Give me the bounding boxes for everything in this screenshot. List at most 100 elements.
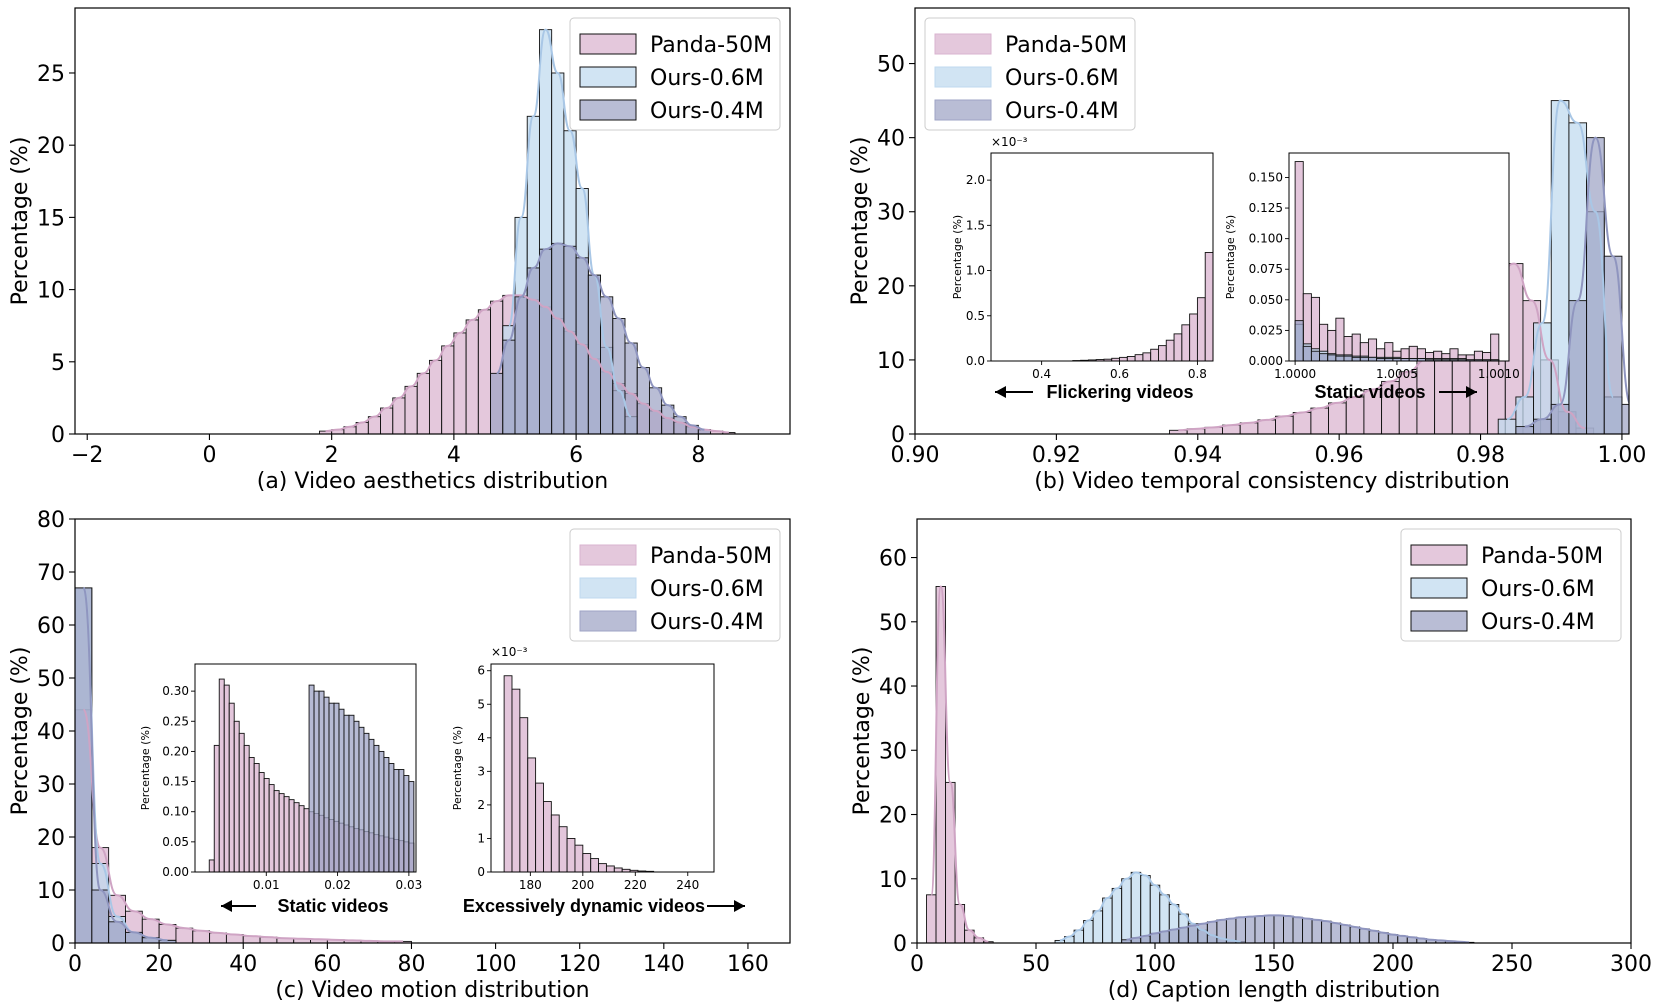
histogram-bar bbox=[278, 793, 285, 872]
histogram-bar bbox=[1275, 415, 1294, 434]
y-axis-label: Percentage (%) bbox=[850, 647, 875, 816]
legend-label: Panda-50M bbox=[650, 33, 772, 58]
inset-plot-area bbox=[1072, 161, 1213, 361]
arrow-head-icon bbox=[1466, 386, 1477, 398]
inset-x-tick-label: 0.8 bbox=[1188, 367, 1207, 381]
histogram-bar bbox=[1168, 929, 1180, 943]
histogram-bar bbox=[1257, 419, 1276, 434]
histogram-bar bbox=[1178, 927, 1189, 943]
x-tick-label: 8 bbox=[691, 443, 705, 468]
y-tick-label: 50 bbox=[877, 53, 905, 78]
y-tick-label: 40 bbox=[877, 127, 905, 152]
inset-x-tick-label: 180 bbox=[519, 878, 542, 892]
histogram-bar bbox=[511, 688, 521, 872]
arrow-head-icon bbox=[734, 900, 745, 912]
histogram-bar bbox=[1340, 924, 1351, 943]
histogram-bar bbox=[574, 844, 584, 872]
x-tick-label: 4 bbox=[447, 443, 461, 468]
y-tick-label: 50 bbox=[37, 667, 65, 692]
histogram-bar bbox=[558, 826, 568, 872]
histogram-bar bbox=[358, 726, 365, 872]
y-tick-label: 30 bbox=[879, 739, 907, 764]
histogram-bar bbox=[1158, 345, 1167, 361]
histogram-bar bbox=[208, 859, 215, 872]
histogram-bar bbox=[1378, 932, 1389, 943]
x-tick-label: 1.00 bbox=[1597, 443, 1646, 468]
legend-label: Ours-0.4M bbox=[650, 99, 764, 124]
histogram-bar bbox=[1497, 418, 1517, 434]
series-panda-50m bbox=[1294, 161, 1500, 361]
histogram-bar bbox=[1119, 356, 1128, 361]
legend-swatch bbox=[579, 33, 637, 55]
histogram-bar bbox=[192, 930, 211, 943]
histogram-bar bbox=[218, 678, 225, 872]
x-tick-label: 200 bbox=[1372, 952, 1414, 977]
inset-chart-4: 180 200 220 240 0 1 2 3 4 5 6 Percentage (%) ×10⁻³ Ex… bbox=[451, 645, 745, 916]
inset-exponent: ×10⁻³ bbox=[991, 135, 1028, 149]
inset-x-tick-label: 0.4 bbox=[1032, 367, 1051, 381]
histogram-bar bbox=[1319, 353, 1329, 361]
legend-swatch bbox=[1410, 544, 1468, 566]
plot-area bbox=[75, 586, 412, 943]
histogram-bar bbox=[1292, 916, 1304, 943]
histogram-bar bbox=[298, 805, 305, 872]
histogram-bar bbox=[378, 750, 385, 872]
histogram-bar bbox=[308, 684, 315, 872]
y-tick-label: 10 bbox=[877, 349, 905, 374]
histogram-bar bbox=[388, 763, 395, 872]
y-tick-label: 25 bbox=[37, 62, 65, 87]
inset-plot-area bbox=[503, 675, 655, 872]
legend-label: Ours-0.4M bbox=[1005, 99, 1119, 124]
histogram-bar bbox=[1126, 356, 1136, 361]
histogram-bar bbox=[465, 319, 479, 434]
histogram-bar bbox=[253, 763, 260, 872]
histogram-bar bbox=[238, 732, 245, 872]
x-axis-label: (d) Caption length distribution bbox=[1108, 978, 1441, 1003]
x-axis-label: (b) Video temporal consistency distribut… bbox=[1034, 469, 1510, 494]
histogram-bar bbox=[453, 332, 467, 434]
inset-plot-area bbox=[208, 678, 415, 872]
histogram-bar bbox=[380, 407, 394, 434]
legend-label: Ours-0.6M bbox=[650, 577, 764, 602]
legend: Panda-50M Ours-0.6M Ours-0.4M bbox=[569, 17, 781, 131]
legend-swatch bbox=[1410, 610, 1468, 632]
inset-y-tick-label: 3 bbox=[477, 764, 485, 778]
histogram-bar bbox=[1197, 923, 1208, 943]
histogram-bar bbox=[363, 732, 370, 872]
histogram-bar bbox=[228, 702, 235, 872]
histogram-bar bbox=[368, 738, 375, 872]
histogram-bar bbox=[1140, 875, 1151, 943]
x-tick-label: −2 bbox=[71, 443, 103, 468]
inset-annotation: Excessively dynamic videos bbox=[463, 896, 705, 916]
y-tick-label: 40 bbox=[37, 720, 65, 745]
inset-x-tick-label: 0.03 bbox=[396, 878, 423, 892]
arrow-head-icon bbox=[995, 386, 1006, 398]
histogram-bar bbox=[526, 267, 540, 434]
histogram-bar bbox=[1142, 352, 1152, 361]
histogram-bar bbox=[1092, 910, 1104, 943]
series-ours-0-4m bbox=[308, 684, 415, 872]
histogram-bar bbox=[1165, 339, 1175, 361]
histogram-bar bbox=[263, 778, 270, 872]
inset-y-tick-label: 0.00 bbox=[162, 865, 189, 879]
inset-x-tick-label: 0.01 bbox=[253, 878, 280, 892]
histogram-bar bbox=[428, 359, 443, 434]
histogram-bar bbox=[318, 690, 325, 872]
axes-frame bbox=[74, 7, 791, 435]
y-tick-label: 10 bbox=[879, 868, 907, 893]
series-ours-0-4m bbox=[1294, 320, 1500, 361]
histogram-bar bbox=[551, 242, 565, 434]
inset-y-tick-label: 0.20 bbox=[162, 744, 189, 758]
inset-x-tick-label: 0.6 bbox=[1110, 367, 1129, 381]
x-tick-label: 2 bbox=[325, 443, 339, 468]
inset-frame bbox=[490, 663, 715, 873]
histogram-bar bbox=[343, 714, 350, 872]
inset-x-tick-label: 240 bbox=[676, 878, 699, 892]
inset-y-tick-label: 0.5 bbox=[966, 309, 985, 323]
histogram-bar bbox=[1343, 355, 1353, 361]
histogram-bar bbox=[1254, 915, 1265, 943]
x-tick-label: 0 bbox=[910, 952, 924, 977]
histogram-bar bbox=[1302, 345, 1312, 361]
histogram-bar bbox=[582, 853, 592, 872]
histogram-bar bbox=[233, 720, 240, 872]
